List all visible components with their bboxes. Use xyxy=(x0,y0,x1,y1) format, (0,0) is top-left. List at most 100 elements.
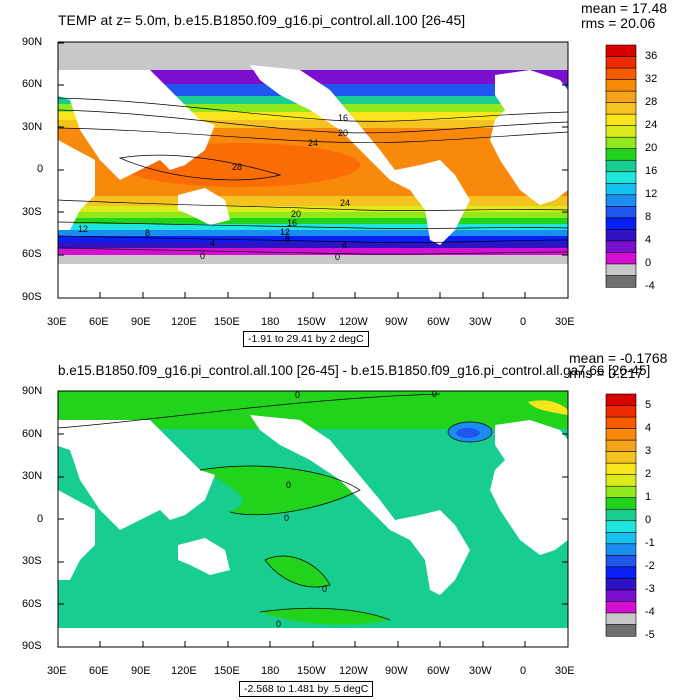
top-colorbar-label: 0 xyxy=(645,256,652,269)
bottom-colorbar-swatch xyxy=(605,520,637,533)
bottom-contour-label: 0 xyxy=(295,390,300,400)
bottom-colorbar-label: 2 xyxy=(645,467,652,480)
top-contour-label: 24 xyxy=(308,138,318,148)
top-lat-label: 60S xyxy=(22,248,42,260)
bottom-colorbar-label: 3 xyxy=(645,444,652,457)
top-map-title: TEMP at z= 5.0m, b.e15.B1850.f09_g16.pi_… xyxy=(58,12,466,28)
bottom-colorbar-swatch xyxy=(605,451,637,464)
top-mean-stat: mean = 17.48 xyxy=(581,0,668,16)
top-lat-label: 60N xyxy=(22,78,43,90)
bottom-contour-label: 0 xyxy=(432,389,437,399)
top-lon-label: 60W xyxy=(427,316,450,328)
bottom-colorbar-swatch xyxy=(605,393,637,407)
top-colorbar-label: 36 xyxy=(645,49,658,62)
bottom-colorbar-swatch xyxy=(605,416,637,430)
top-lon-label: 120W xyxy=(339,316,368,328)
bottom-colorbar-label: -3 xyxy=(645,582,655,595)
top-colorbar-swatch xyxy=(605,125,637,138)
top-colorbar-swatch xyxy=(605,113,637,127)
bottom-contour-label: 0 xyxy=(286,480,291,490)
bottom-lat-label: 90N xyxy=(22,385,43,397)
bottom-colorbar-swatch xyxy=(605,531,637,545)
top-lon-label: 90W xyxy=(385,316,408,328)
top-colorbar-swatch xyxy=(605,90,637,104)
bottom-lon-label: 0 xyxy=(520,665,527,677)
bottom-colorbar-label: -2 xyxy=(645,559,655,572)
top-contour-label: 4 xyxy=(342,240,347,250)
bottom-lon-label: 30E xyxy=(555,665,575,677)
top-contour-label: 16 xyxy=(287,218,297,228)
top-lon-label: 60E xyxy=(89,316,109,328)
top-colorbar-swatch xyxy=(605,159,637,173)
top-colorbar-swatch xyxy=(605,171,637,184)
top-lon-label: 30W xyxy=(469,316,492,328)
top-lon-label: 120E xyxy=(171,316,197,328)
bottom-colorbar-swatch xyxy=(605,405,637,418)
top-lon-label: 150W xyxy=(297,316,326,328)
top-colorbar-label: 28 xyxy=(645,95,658,108)
bottom-colorbar-swatch xyxy=(605,612,637,626)
top-colorbar-swatch xyxy=(605,263,637,277)
top-colorbar-swatch xyxy=(605,56,637,69)
bottom-contour-label: 0 xyxy=(284,513,289,523)
bottom-lon-label: 150E xyxy=(214,665,240,677)
bottom-colorbar-label: -5 xyxy=(645,629,655,641)
bottom-lon-label: 120E xyxy=(171,665,197,677)
top-colorbar-label: 8 xyxy=(645,210,652,223)
top-colorbar xyxy=(605,44,637,288)
top-colorbar-label: 32 xyxy=(645,72,658,85)
bottom-map-title: b.e15.B1850.f09_g16.pi_control.all.100 [… xyxy=(58,363,651,378)
top-contour-label: 0 xyxy=(335,252,340,262)
top-contour-label: 12 xyxy=(280,227,290,237)
top-colorbar-label: 20 xyxy=(645,141,658,154)
top-colorbar-swatch xyxy=(605,102,637,115)
top-colorbar-swatch xyxy=(605,182,637,196)
bottom-lon-label: 30E xyxy=(47,665,67,677)
bottom-colorbar-swatch xyxy=(605,624,637,637)
top-contour-label: 28 xyxy=(232,162,242,172)
top-colorbar-swatch xyxy=(605,275,637,288)
bottom-colorbar-label: -4 xyxy=(645,605,655,618)
top-lat-label: 30S xyxy=(22,206,42,218)
bottom-colorbar-label: 4 xyxy=(645,421,652,434)
bottom-colorbar-label: 0 xyxy=(645,513,652,526)
bottom-lon-label: 180 xyxy=(261,665,280,677)
bottom-lat-label: 90S xyxy=(22,640,42,652)
top-colorbar-swatch xyxy=(605,217,637,230)
bottom-colorbar-swatch xyxy=(605,566,637,579)
bottom-colorbar-swatch xyxy=(605,474,637,487)
top-contour-label: 12 xyxy=(78,224,88,234)
bottom-colorbar-label: 1 xyxy=(645,490,652,503)
bottom-colorbar xyxy=(605,393,637,637)
top-colorbar-swatch xyxy=(605,252,637,265)
bottom-lon-label: 60E xyxy=(89,665,109,677)
bottom-lon-label: 90W xyxy=(385,665,408,677)
top-colorbar-swatch xyxy=(605,206,637,219)
top-contour-label: 8 xyxy=(145,228,150,238)
top-colorbar-label: 16 xyxy=(645,164,658,177)
top-colorbar-label: -4 xyxy=(645,280,655,292)
bottom-lon-label: 30W xyxy=(469,665,492,677)
bottom-colorbar-swatch xyxy=(605,428,637,441)
bottom-colorbar-swatch xyxy=(605,601,637,614)
top-map xyxy=(58,42,568,298)
bottom-colorbar-swatch xyxy=(605,508,637,522)
top-lat-label: 90N xyxy=(22,36,43,48)
bottom-lat-label: 60N xyxy=(22,428,43,440)
bottom-lon-label: 150W xyxy=(297,665,326,677)
bottom-lon-label: 120W xyxy=(339,665,368,677)
top-lon-label: 30E xyxy=(555,316,575,328)
bottom-lon-label: 90E xyxy=(131,665,151,677)
top-contour-label: 4 xyxy=(210,238,215,248)
bottom-lat-label: 0 xyxy=(37,513,44,525)
top-contour-label: 20 xyxy=(338,128,348,138)
top-colorbar-swatch xyxy=(605,240,637,254)
top-contour-label: 8 xyxy=(285,234,290,244)
bottom-colorbar-label: -1 xyxy=(645,536,655,549)
top-colorbar-label: 24 xyxy=(645,118,658,131)
bottom-colorbar-swatch xyxy=(605,543,637,556)
bottom-colorbar-swatch xyxy=(605,497,637,510)
bottom-colorbar-label: 5 xyxy=(645,398,652,411)
top-lon-label: 90E xyxy=(131,316,151,328)
top-colorbar-swatch xyxy=(605,79,637,92)
